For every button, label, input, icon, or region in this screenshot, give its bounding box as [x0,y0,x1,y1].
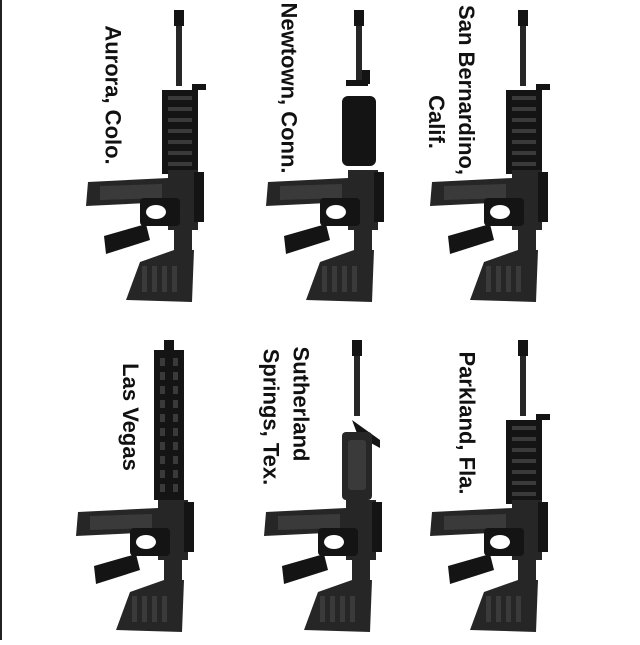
rifle-aurora [70,10,230,315]
rifle-parkland [414,340,574,645]
caption-sutherland-2: Springs, Tex. [257,348,283,486]
caption-las-vegas: Las Vegas [117,363,143,471]
left-border [0,0,2,640]
caption-san-bernardino-1: Calif. [423,95,449,149]
rifle-sutherland [248,340,408,645]
rifle-san-bernardino [414,10,574,315]
caption-parkland: Parkland, Fla. [454,351,480,495]
caption-aurora: Aurora, Colo. [100,25,126,165]
caption-sutherland-1: Sutherland [287,346,313,462]
caption-newtown: Newtown, Conn. [276,2,302,174]
rifle-las-vegas [60,340,220,645]
rifle-newtown [250,10,410,315]
caption-san-bernardino-2: San Bernardino, [453,5,479,175]
